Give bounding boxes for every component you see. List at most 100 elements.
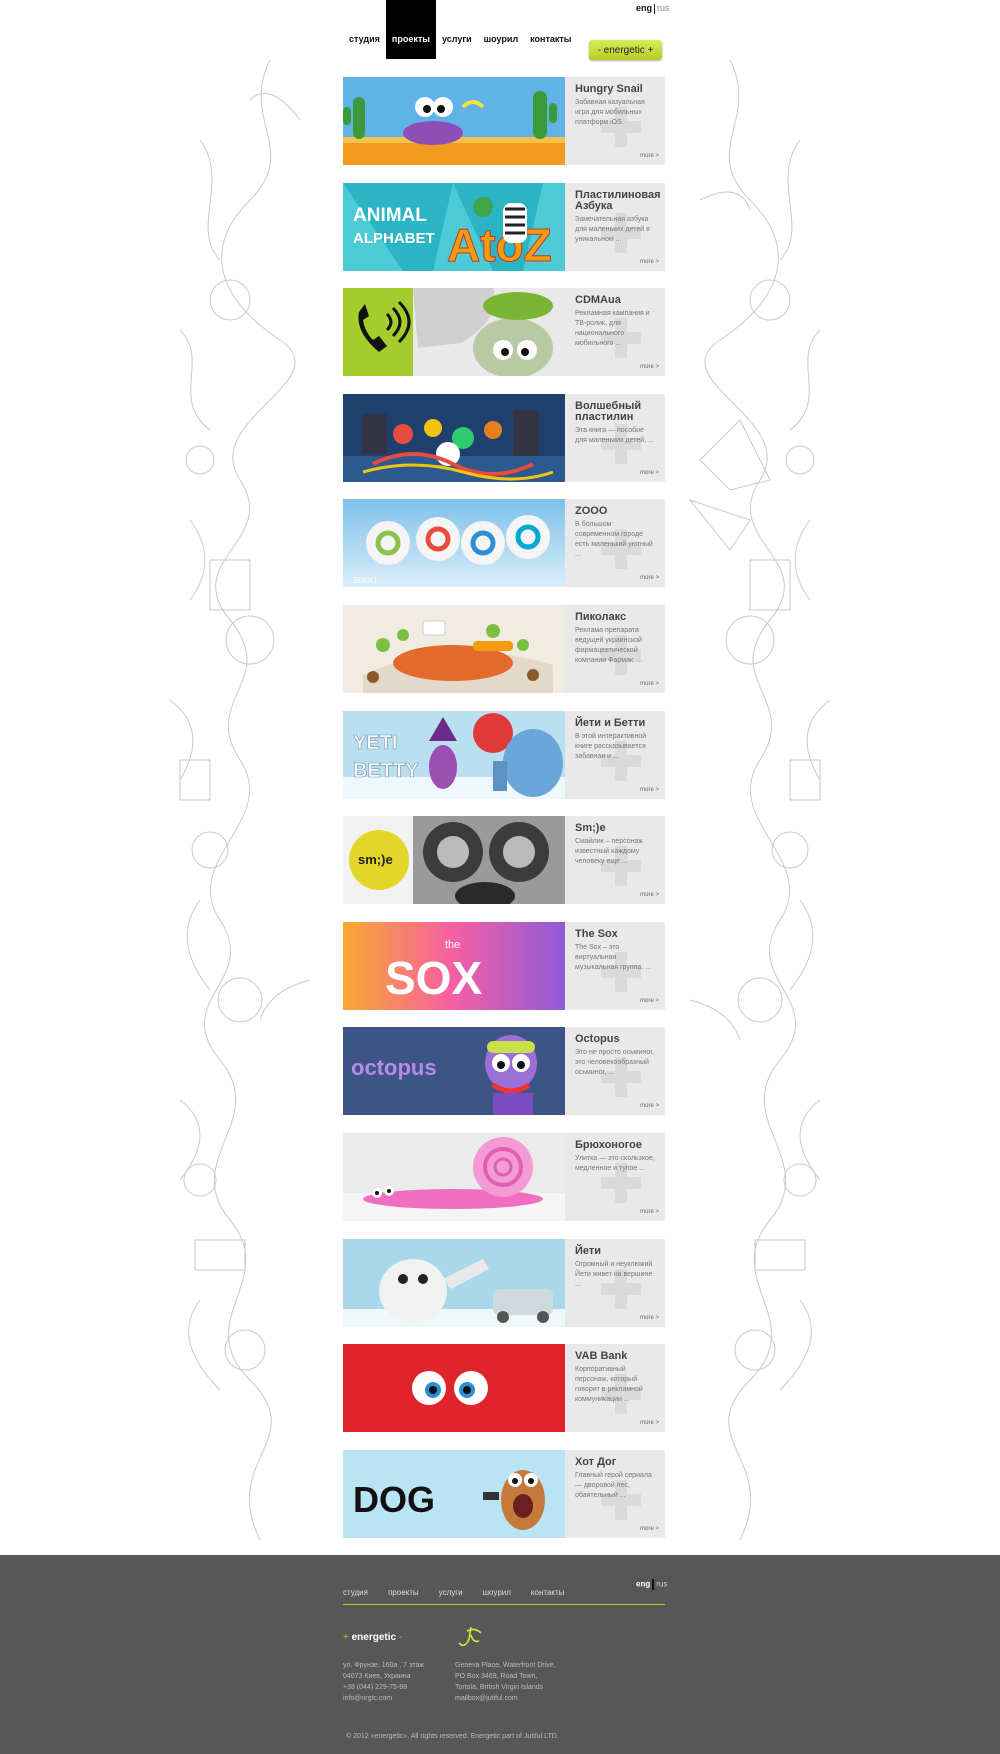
project-thumbnail[interactable]: ZOOO	[343, 499, 565, 588]
project-title[interactable]: Йети	[575, 1244, 602, 1257]
project-item[interactable]: YETI BETTY Йети и Бетти В этой интеракти…	[343, 710, 665, 799]
project-description: В большом современном городе есть малень…	[575, 521, 653, 559]
project-thumbnail[interactable]	[343, 288, 565, 377]
footer-address-kiev: ул. Фрунзе, 160а , 7 этаж 04073 Киев, Ук…	[343, 1660, 424, 1704]
more-link[interactable]: more >	[640, 1420, 659, 1427]
project-title[interactable]: Sm;)e	[575, 822, 606, 835]
nav-services[interactable]: услуги	[441, 34, 472, 44]
project-item[interactable]: Йети Огромный и неуклюжий Йети живет на …	[343, 1238, 665, 1327]
project-title[interactable]: Hungry Snail	[575, 83, 643, 95]
lang-eng[interactable]: eng	[636, 3, 653, 13]
thumb-animal-text: ANIMAL	[353, 205, 427, 226]
project-title[interactable]: Йети и Бетти	[575, 716, 646, 729]
project-title[interactable]: The Sox	[575, 927, 618, 940]
energetic-button[interactable]: - energetic +	[589, 40, 662, 60]
project-info: Йети и Бетти В этой интерактивной книге …	[565, 710, 665, 799]
project-item[interactable]: ZOOO ZOOO В большом современном городе е…	[343, 499, 665, 588]
project-item[interactable]: sm;)e Sm;)e Смайлик – персонаж известный…	[343, 816, 665, 905]
project-title[interactable]: CDMAua	[575, 294, 621, 307]
plus-icon	[601, 1374, 641, 1415]
project-item[interactable]: ANIMAL ALPHABET AtoZ Пластилиновая Азбук…	[343, 182, 665, 271]
footer-nav-services[interactable]: услуги	[438, 1588, 463, 1597]
footer-lang-rus[interactable]: rus	[656, 1579, 668, 1589]
project-thumbnail[interactable]	[343, 1132, 565, 1221]
project-title[interactable]: Пластилиновая Азбука	[575, 188, 661, 212]
address-line: ул. Фрунзе, 160а , 7 этаж	[343, 1662, 425, 1669]
project-thumbnail[interactable]: sm;)e	[343, 816, 565, 905]
address-line: 04073 Киев, Украина	[343, 1673, 411, 1680]
footer-nav-projects[interactable]: проекты	[387, 1588, 419, 1597]
more-link[interactable]: more >	[640, 258, 659, 265]
footer-energetic-logo[interactable]: + energetic -	[343, 1632, 403, 1643]
project-item[interactable]: VAB Bank Корпоративный персонаж, который…	[343, 1344, 665, 1433]
thumb-dog-text: DOG	[353, 1479, 435, 1520]
project-title[interactable]: Octopus	[575, 1033, 620, 1046]
footer-nav-contacts[interactable]: контакты	[530, 1588, 565, 1597]
project-description: Замечательная азбука для маленьких детей…	[575, 215, 650, 243]
lang-separator	[654, 3, 656, 14]
project-item[interactable]: Hungry Snail Забавная казуальная игра дл…	[343, 77, 665, 165]
project-thumbnail[interactable]	[343, 77, 565, 165]
project-thumbnail[interactable]: DOG	[343, 1449, 565, 1538]
email-link[interactable]: info@nrgtc.com	[343, 1695, 393, 1702]
footer-logo-text: energetic	[351, 1632, 397, 1643]
footer-nav-showreel[interactable]: шоурил	[482, 1588, 511, 1597]
thumb-zooo-text: ZOOO	[353, 576, 377, 585]
footer-nav-studio[interactable]: студия	[343, 1588, 368, 1597]
more-link[interactable]: more >	[640, 1208, 659, 1215]
more-link[interactable]: more >	[640, 153, 659, 159]
more-link[interactable]: more >	[640, 364, 659, 371]
project-info: Sm;)e Смайлик – персонаж известный каждо…	[565, 816, 665, 905]
nav-contacts[interactable]: контакты	[530, 34, 572, 44]
project-description: Рекламная кампания и ТВ-ролик, для нацио…	[575, 310, 650, 348]
project-item[interactable]: CDMAua Рекламная кампания и ТВ-ролик, дл…	[343, 288, 665, 377]
thumb-sox-text: SOX	[385, 952, 482, 1004]
project-item[interactable]: DOG Хот Дог Главный герой сериала — двор…	[343, 1449, 665, 1538]
project-item[interactable]: the SOX The Sox The Sox – это виртуальна…	[343, 921, 665, 1010]
project-title[interactable]: ZOOO	[575, 505, 608, 518]
project-info: CDMAua Рекламная кампания и ТВ-ролик, дл…	[565, 288, 665, 377]
project-item[interactable]: Пиколакс Реклама препарата ведущей украи…	[343, 604, 665, 693]
project-thumbnail[interactable]: octopus	[343, 1027, 565, 1116]
more-link[interactable]: more >	[640, 1103, 659, 1110]
project-description: Огромный и неуклюжий Йети живет на верши…	[575, 1260, 653, 1288]
more-link[interactable]: more >	[640, 1314, 659, 1321]
project-title[interactable]: Брюхоногое	[575, 1138, 642, 1151]
more-link[interactable]: more >	[640, 1525, 659, 1532]
address-line: PO Box 3469, Road Town,	[455, 1673, 538, 1680]
more-link[interactable]: more >	[640, 892, 659, 899]
thumb-octopus-text: octopus	[351, 1055, 437, 1080]
project-thumbnail[interactable]	[343, 393, 565, 482]
project-thumbnail[interactable]	[343, 1238, 565, 1327]
project-description: В этой интерактивной книге рассказываетс…	[575, 732, 647, 760]
lang-rus[interactable]: rus	[657, 3, 670, 13]
project-thumbnail[interactable]: YETI BETTY	[343, 710, 565, 799]
main-nav: студия проекты услуги шоурил контакты	[343, 0, 578, 59]
nav-showreel[interactable]: шоурил	[483, 34, 519, 44]
more-link[interactable]: more >	[640, 997, 659, 1004]
project-item[interactable]: octopus Octopus Это не просто осьминог, …	[343, 1027, 665, 1116]
project-info: VAB Bank Корпоративный персонаж, который…	[565, 1344, 665, 1433]
project-info: Йети Огромный и неуклюжий Йети живет на …	[565, 1238, 665, 1327]
nav-studio[interactable]: студия	[349, 34, 380, 44]
project-title[interactable]: Хот Дог	[575, 1455, 617, 1468]
project-info: Hungry Snail Забавная казуальная игра дл…	[565, 77, 665, 165]
project-thumbnail[interactable]: the SOX	[343, 921, 565, 1010]
more-link[interactable]: more >	[640, 575, 659, 582]
project-thumbnail[interactable]: ANIMAL ALPHABET AtoZ	[343, 182, 565, 271]
project-title[interactable]: Волшебный пластилин	[575, 399, 642, 423]
copyright: © 2012 «energetic». All rights reserved.…	[346, 1733, 559, 1740]
more-link[interactable]: more >	[640, 680, 659, 687]
project-thumbnail[interactable]	[343, 1344, 565, 1433]
more-link[interactable]: more >	[640, 786, 659, 793]
more-link[interactable]: more >	[640, 469, 659, 476]
project-item[interactable]: Брюхоногое Улитка — это скользкое, медле…	[343, 1132, 665, 1221]
footer-lang-eng[interactable]: eng	[636, 1579, 651, 1589]
project-title[interactable]: Пиколакс	[575, 610, 627, 623]
project-title[interactable]: VAB Bank	[575, 1350, 628, 1363]
email-link[interactable]: mailbox@jutiful.com	[455, 1695, 518, 1702]
project-thumbnail[interactable]	[343, 604, 565, 693]
jutiful-logo-icon[interactable]	[455, 1623, 485, 1649]
project-item[interactable]: Волшебный пластилин Эта книга — пособие …	[343, 393, 665, 482]
nav-projects[interactable]: проекты	[385, 0, 436, 59]
